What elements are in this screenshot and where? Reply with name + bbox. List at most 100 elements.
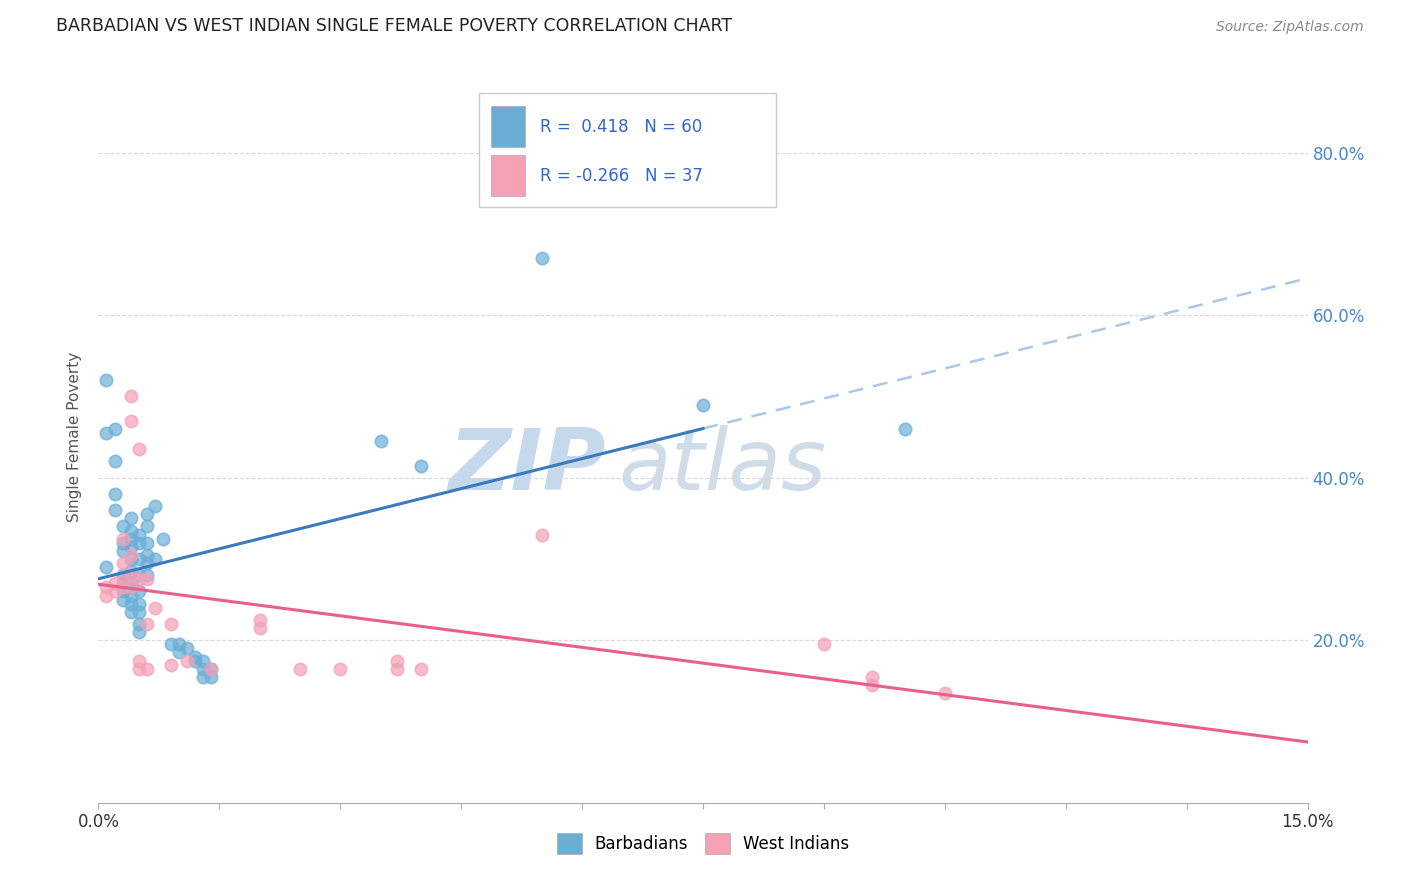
Point xyxy=(120,524,142,538)
Text: Source: ZipAtlas.com: Source: ZipAtlas.com xyxy=(1216,21,1364,34)
Point xyxy=(128,605,150,619)
Point xyxy=(288,662,311,676)
Point xyxy=(120,597,142,611)
Point xyxy=(184,649,207,664)
Point xyxy=(128,552,150,566)
Point xyxy=(111,584,134,599)
Point xyxy=(167,645,190,659)
Point xyxy=(120,540,142,554)
Point xyxy=(128,568,150,582)
Point xyxy=(200,662,222,676)
Point xyxy=(128,572,150,586)
Point xyxy=(530,527,553,541)
Point xyxy=(111,556,134,570)
Point xyxy=(128,527,150,541)
Point xyxy=(143,552,166,566)
Point xyxy=(111,581,134,595)
Point xyxy=(160,617,183,632)
Point xyxy=(111,576,134,591)
Point xyxy=(167,637,190,651)
Point xyxy=(143,499,166,513)
Point xyxy=(128,442,150,457)
Legend: Barbadians, West Indians: Barbadians, West Indians xyxy=(550,827,856,860)
Point xyxy=(893,422,915,436)
Point xyxy=(249,621,271,635)
Point xyxy=(860,678,883,692)
Point xyxy=(111,592,134,607)
FancyBboxPatch shape xyxy=(492,155,526,195)
Point xyxy=(200,670,222,684)
Point xyxy=(135,548,157,562)
Point xyxy=(120,548,142,562)
Point xyxy=(111,568,134,582)
Point xyxy=(135,568,157,582)
Point xyxy=(120,532,142,546)
Point xyxy=(152,532,174,546)
Point xyxy=(103,576,125,591)
Point xyxy=(193,670,215,684)
Text: R =  0.418   N = 60: R = 0.418 N = 60 xyxy=(540,118,702,136)
Point xyxy=(128,584,150,599)
Point xyxy=(111,581,134,595)
Point xyxy=(249,613,271,627)
Text: ZIP: ZIP xyxy=(449,425,606,508)
FancyBboxPatch shape xyxy=(492,106,526,146)
Point xyxy=(530,252,553,266)
Point xyxy=(385,654,408,668)
Point xyxy=(103,584,125,599)
Point xyxy=(120,581,142,595)
Point xyxy=(176,641,198,656)
Point xyxy=(120,552,142,566)
Point xyxy=(184,654,207,668)
Point xyxy=(128,597,150,611)
Point xyxy=(370,434,392,449)
Point xyxy=(409,662,432,676)
Point xyxy=(103,503,125,517)
Point xyxy=(103,487,125,501)
Point xyxy=(111,519,134,533)
Point xyxy=(813,637,835,651)
Point xyxy=(96,589,118,603)
Point xyxy=(111,572,134,586)
Point xyxy=(120,564,142,578)
Point xyxy=(193,662,215,676)
Point xyxy=(96,425,118,440)
Point xyxy=(385,662,408,676)
Point xyxy=(934,686,956,700)
FancyBboxPatch shape xyxy=(479,94,776,207)
Point xyxy=(120,389,142,403)
Point xyxy=(135,617,157,632)
Point xyxy=(120,511,142,525)
Point xyxy=(96,560,118,574)
Point xyxy=(135,535,157,549)
Point xyxy=(120,605,142,619)
Point xyxy=(120,576,142,591)
Point xyxy=(692,398,714,412)
Point xyxy=(860,670,883,684)
Point xyxy=(135,519,157,533)
Point xyxy=(120,581,142,595)
Point xyxy=(120,568,142,582)
Point xyxy=(176,654,198,668)
Point xyxy=(96,581,118,595)
Point xyxy=(160,637,183,651)
Point xyxy=(128,625,150,640)
Point xyxy=(120,414,142,428)
Point xyxy=(193,654,215,668)
Text: R = -0.266   N = 37: R = -0.266 N = 37 xyxy=(540,167,703,185)
Point xyxy=(103,454,125,468)
Point xyxy=(120,589,142,603)
Point xyxy=(135,662,157,676)
Point xyxy=(96,373,118,387)
Text: atlas: atlas xyxy=(619,425,827,508)
Point xyxy=(135,508,157,522)
Point xyxy=(111,544,134,558)
Point xyxy=(128,654,150,668)
Y-axis label: Single Female Poverty: Single Female Poverty xyxy=(67,352,83,522)
Point xyxy=(409,458,432,473)
Point xyxy=(128,617,150,632)
Point xyxy=(160,657,183,672)
Point xyxy=(128,535,150,549)
Point xyxy=(135,572,157,586)
Point xyxy=(329,662,352,676)
